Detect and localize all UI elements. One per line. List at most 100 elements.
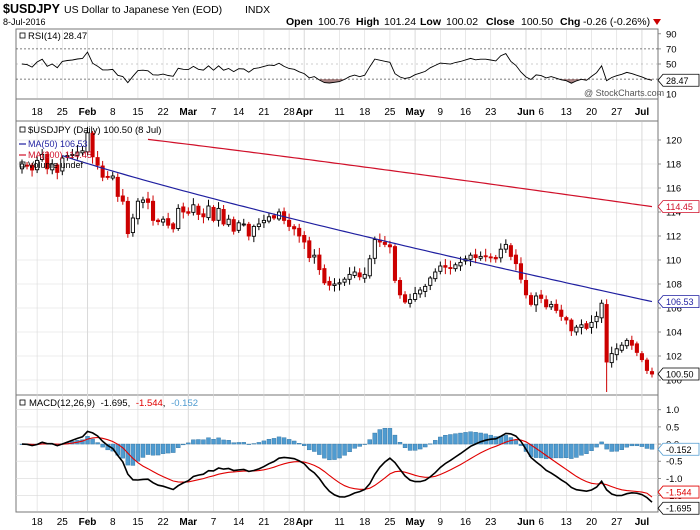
x-tick-label-top: 20 [586, 107, 598, 118]
chart-date: 8-Jul-2016 [3, 17, 46, 27]
x-tick-label-bottom: 14 [233, 517, 245, 528]
candle-body [221, 209, 226, 225]
candle-body [569, 319, 574, 332]
macd-y-tick-label: -0.5 [666, 457, 682, 468]
candle-body [161, 218, 166, 223]
x-tick-label-top: 25 [57, 107, 69, 118]
macd-histogram-bar [327, 443, 332, 461]
macd-layer [19, 428, 655, 503]
candle-body [105, 175, 110, 178]
candle-body [599, 302, 604, 319]
macd-histogram-bar [160, 443, 166, 454]
macd-histogram-bar [196, 439, 201, 445]
ma200-value-tag-box [657, 200, 700, 213]
candle-body [186, 211, 191, 214]
macd-histogram-bar [352, 443, 357, 449]
macd-histogram-bar [357, 443, 362, 447]
macd-y-tick-label: 0.5 [666, 422, 679, 433]
macd-histogram-bar [468, 431, 473, 445]
candle-body [644, 359, 650, 371]
candle-body [211, 206, 216, 221]
ma50-line [62, 155, 653, 303]
candle-body [85, 132, 90, 153]
macd-histogram-bar [392, 434, 398, 445]
x-tick-label-bottom: 9 [438, 517, 444, 528]
price-y-tick-label: 118 [666, 160, 681, 171]
price-y-tick-label: 104 [666, 328, 682, 339]
candle-body [473, 254, 478, 259]
macd-histogram-bar [186, 442, 191, 445]
x-tick-label-bottom: Mar [179, 517, 197, 528]
candle-body [181, 206, 186, 213]
open-value: 100.76 [318, 16, 350, 28]
macd-histogram-bar [584, 443, 589, 454]
macd-histogram-bar [458, 432, 463, 445]
close-value: 100.50 [521, 16, 553, 28]
macd-histogram-bar [362, 443, 367, 445]
macd-histogram-bar [619, 443, 624, 450]
candle-body [503, 243, 508, 250]
ohlc-summary: Open 100.76 High 101.24 Low 100.02 Close… [286, 16, 650, 28]
candle-body [357, 272, 362, 278]
x-tick-label-bottom: 28 [284, 517, 296, 528]
macd-histogram-bar [266, 438, 272, 445]
macd-signal-tag-box [657, 485, 700, 499]
candle-body [513, 254, 518, 265]
candle-body [140, 199, 146, 203]
macd-line [21, 430, 653, 503]
candle-body [50, 163, 55, 171]
price-layer [19, 126, 655, 392]
macd-histogram-bar [533, 443, 539, 458]
candle-body [589, 321, 594, 328]
candle-body [75, 151, 80, 156]
candle-body [448, 267, 453, 270]
candle-body [579, 324, 584, 328]
macd-histogram-bar [412, 443, 418, 451]
macd-histogram-bar [100, 443, 105, 448]
candle-body [322, 268, 327, 284]
chg-down-icon [653, 19, 661, 25]
macd-histogram-bar [221, 439, 226, 445]
macd-histogram-bar [246, 443, 252, 445]
candle-body [423, 285, 428, 292]
macd-histogram-bar [629, 443, 635, 447]
x-tick-label-top: 25 [384, 107, 396, 118]
macd-legend-signal: -1.544 [136, 398, 163, 409]
price-y-tick-label: 108 [666, 280, 682, 291]
macd-histogram-bar [367, 439, 372, 445]
macd-histogram-bar [599, 441, 604, 445]
rsi-value-tag-text: 28.47 [666, 76, 689, 86]
candle-body [145, 198, 151, 203]
candle-body [261, 219, 266, 224]
candle-body [539, 294, 544, 299]
macd-value-tag-box [657, 501, 700, 515]
x-tick-label-top: 15 [132, 107, 144, 118]
candle-body [342, 278, 347, 283]
candle-body [433, 271, 438, 280]
x-tick-label-bottom: 8 [110, 517, 116, 528]
x-tick-label-bottom: Feb [79, 517, 97, 528]
macd-histogram-bar [609, 443, 614, 452]
x-tick-label-top: 18 [359, 107, 371, 118]
macd-histogram-bar [297, 443, 302, 445]
macd-hist-tag-text: -0.152 [666, 445, 692, 455]
candle-body [24, 164, 30, 167]
price-legend: $USDJPY (Daily) 100.50 (8 Jul) MA(50) 10… [19, 125, 161, 170]
candle-body [649, 371, 655, 375]
macd-histogram-bar [271, 438, 277, 445]
macd-histogram-bar [438, 436, 443, 445]
macd-histogram-bar [170, 443, 176, 453]
x-tick-label-bottom: 25 [384, 517, 396, 528]
candle-body [584, 323, 589, 329]
candle-body [639, 353, 644, 361]
candle-body [327, 280, 332, 286]
candle-body [241, 223, 246, 226]
x-tick-label-bottom: 13 [561, 517, 573, 528]
price-legend-title: $USDJPY (Daily) 100.50 (8 Jul) [28, 125, 161, 136]
x-tick-label-top: 16 [460, 107, 472, 118]
x-tick-label-bottom: 7 [211, 517, 217, 528]
macd-legend-prefix: MACD(12,26,9) [29, 398, 95, 409]
candle-body [35, 159, 40, 171]
